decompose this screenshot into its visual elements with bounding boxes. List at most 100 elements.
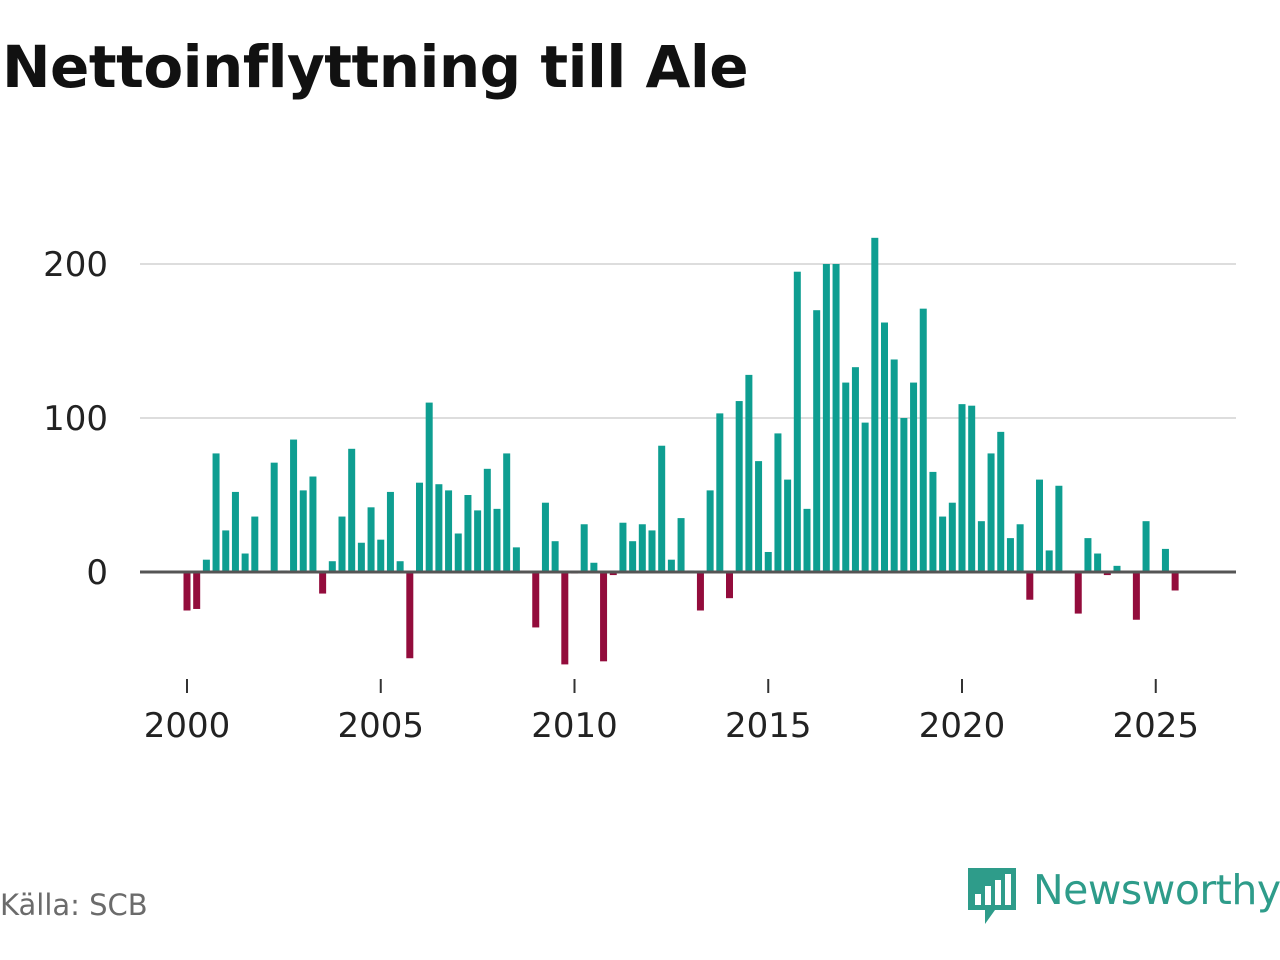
bar xyxy=(677,518,685,572)
bar xyxy=(987,453,995,572)
bar xyxy=(474,510,482,572)
bar xyxy=(977,521,985,572)
bar xyxy=(435,484,443,572)
bar xyxy=(1045,550,1053,572)
bar xyxy=(270,462,278,572)
bar xyxy=(861,422,869,572)
bar xyxy=(290,439,298,572)
bar xyxy=(822,264,830,572)
bar xyxy=(503,453,511,572)
bar xyxy=(638,524,646,572)
bar xyxy=(629,541,637,572)
bar xyxy=(832,264,840,572)
bar xyxy=(590,562,598,572)
bar xyxy=(706,490,714,572)
y-tick-label: 0 xyxy=(86,553,108,593)
y-tick-label: 200 xyxy=(43,245,108,285)
bar xyxy=(716,413,724,572)
bar xyxy=(541,502,549,572)
bar xyxy=(910,382,918,572)
bar xyxy=(551,541,559,572)
bar xyxy=(396,561,404,572)
bar xyxy=(619,522,627,572)
bar xyxy=(1132,572,1140,620)
bar xyxy=(919,308,927,572)
bar xyxy=(1074,572,1082,614)
x-tick-label: 2005 xyxy=(337,706,424,746)
bar xyxy=(793,271,801,572)
bar xyxy=(406,572,414,659)
bar xyxy=(493,508,501,572)
bar xyxy=(338,516,346,572)
bar xyxy=(202,559,210,572)
bar xyxy=(726,572,733,599)
bar xyxy=(600,572,608,662)
bar xyxy=(881,322,888,572)
bar xyxy=(464,495,472,572)
bar xyxy=(1016,524,1024,572)
bar xyxy=(193,572,201,609)
newsworthy-logo-icon xyxy=(968,868,1016,924)
bar xyxy=(454,533,462,572)
bar xyxy=(1161,548,1169,572)
bar xyxy=(241,553,249,572)
bar xyxy=(1036,479,1043,572)
axes: 0 100 200 2000 2005 2010 2015 2020 2025 xyxy=(43,245,1236,746)
bar xyxy=(1084,538,1092,572)
bar xyxy=(1103,572,1111,576)
bar xyxy=(609,572,617,576)
bar xyxy=(696,572,704,611)
bar xyxy=(667,559,675,572)
bar xyxy=(948,502,956,572)
x-tick-label: 2015 xyxy=(725,706,812,746)
y-tick-label: 100 xyxy=(43,399,108,439)
bar xyxy=(328,561,336,572)
bar xyxy=(377,539,385,572)
bar xyxy=(1026,572,1034,600)
x-tick-label: 2020 xyxy=(919,706,1006,746)
bar xyxy=(483,468,491,572)
bar xyxy=(425,402,433,572)
bar xyxy=(851,367,859,572)
bar xyxy=(755,461,763,572)
bar xyxy=(319,572,327,594)
bar xyxy=(900,418,908,572)
bar xyxy=(774,433,782,572)
bar xyxy=(299,490,307,572)
bar xyxy=(813,310,821,572)
x-tick-label: 2000 xyxy=(144,706,231,746)
bar xyxy=(251,516,259,572)
bar xyxy=(532,572,540,628)
bar xyxy=(445,490,453,572)
source-note: Källa: SCB xyxy=(0,888,148,922)
bar xyxy=(348,448,356,572)
newsworthy-brand[interactable]: Newsworthy xyxy=(965,866,1280,928)
bar xyxy=(1055,485,1063,572)
bar xyxy=(1113,565,1121,572)
bar xyxy=(183,572,191,611)
bar xyxy=(367,507,375,572)
bar xyxy=(231,491,239,572)
bar xyxy=(1094,553,1102,572)
bar xyxy=(561,572,569,665)
bars xyxy=(183,237,1179,665)
bar xyxy=(803,508,811,572)
bar xyxy=(890,359,898,572)
bar xyxy=(1006,538,1014,572)
bar xyxy=(1171,572,1179,591)
bar xyxy=(997,431,1005,572)
brand-name: Newsworthy xyxy=(1033,866,1280,914)
bar xyxy=(745,374,753,572)
chart-title: Nettoinflyttning till Ale xyxy=(2,33,749,101)
x-tick-label: 2025 xyxy=(1112,706,1199,746)
bar xyxy=(764,551,772,572)
bar xyxy=(658,445,666,572)
bar xyxy=(1142,521,1150,572)
bar xyxy=(386,491,394,572)
bar xyxy=(939,516,947,572)
bar xyxy=(357,542,365,572)
bar xyxy=(212,453,220,572)
x-tick-label: 2010 xyxy=(531,706,618,746)
bar xyxy=(222,530,230,572)
